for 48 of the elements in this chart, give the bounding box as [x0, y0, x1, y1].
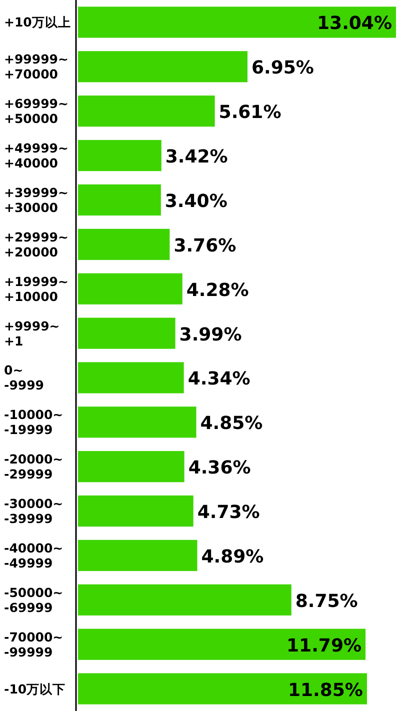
y-tick-label: +39999~ +30000 [4, 184, 68, 215]
y-tick-label: -10万以下 [4, 681, 66, 696]
bar [78, 228, 170, 260]
bar [78, 451, 184, 482]
y-tick-label: +99999~ +70000 [4, 52, 68, 82]
y-tick-label: -10000~ -19999 [4, 407, 64, 438]
data-label: 13.04% [317, 13, 392, 34]
y-tick-label: +69999~ +50000 [4, 96, 68, 126]
bar [78, 673, 367, 704]
y-tick-label: -20000~ -29999 [4, 452, 64, 482]
bar [78, 184, 161, 216]
bar [78, 362, 184, 394]
bar [78, 628, 366, 660]
data-label: 4.85% [200, 413, 263, 434]
bar [78, 96, 215, 127]
data-label: 11.85% [288, 680, 363, 701]
y-tick-label: -40000~ -49999 [4, 540, 64, 570]
data-label: 3.40% [164, 190, 228, 212]
data-label: 4.73% [197, 502, 260, 524]
bar [78, 273, 182, 304]
y-tick-label: +9999~ +1 [4, 318, 60, 348]
data-label: 6.95% [251, 58, 314, 79]
y-tick-label: -50000~ -69999 [4, 584, 64, 615]
data-label: 4.36% [188, 458, 251, 479]
bar [78, 6, 396, 38]
bar [78, 51, 248, 82]
bar [78, 140, 162, 172]
bar [78, 584, 292, 616]
data-label: 3.42% [165, 146, 228, 168]
data-label: 8.75% [295, 590, 358, 612]
bar [78, 495, 194, 527]
y-tick-label: +29999~ +20000 [4, 229, 68, 260]
data-label: 5.61% [218, 102, 282, 124]
data-label: 4.28% [186, 280, 249, 301]
y-tick-label: +10万以上 [4, 14, 71, 30]
data-label: 3.76% [174, 235, 236, 256]
data-label: 4.34% [188, 368, 250, 390]
bar [78, 540, 198, 572]
y-tick-label: 0~ -9999 [4, 362, 44, 393]
bar [78, 406, 196, 438]
y-tick-label: -70000~ -99999 [4, 629, 64, 660]
y-tick-label: +49999~ +40000 [4, 140, 68, 171]
bar [78, 318, 176, 349]
y-tick-label: -30000~ -39999 [4, 496, 64, 526]
data-label: 3.99% [179, 324, 242, 346]
data-label: 4.89% [201, 546, 264, 568]
y-tick-label: +19999~ +10000 [4, 274, 68, 304]
data-label: 11.79% [286, 635, 362, 656]
